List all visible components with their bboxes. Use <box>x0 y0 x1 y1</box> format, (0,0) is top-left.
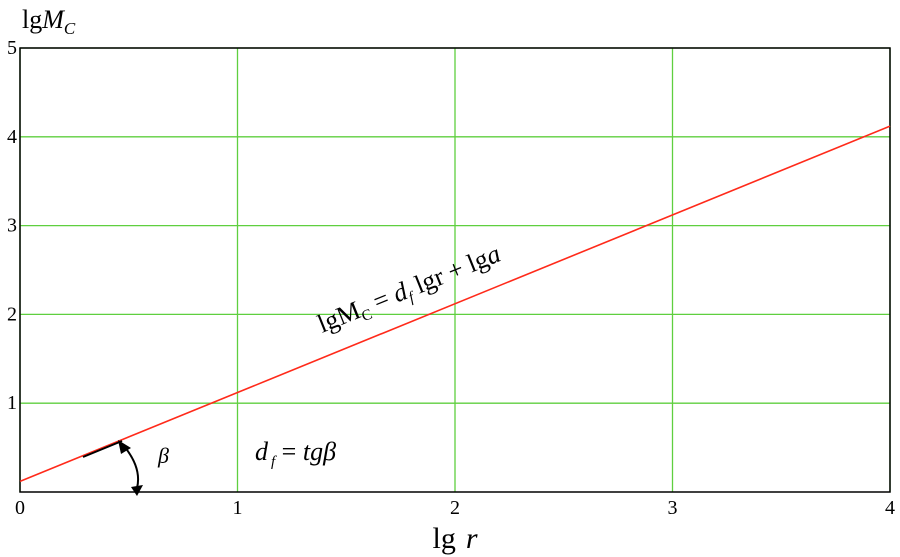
y-tick-label: 1 <box>7 392 17 414</box>
data-line <box>19 125 891 483</box>
angle-label: β <box>157 443 169 468</box>
equation-annotation: lgMC = df lgr + lga <box>313 239 505 342</box>
x-tick-label: 4 <box>885 497 895 519</box>
x-tick-label: 0 <box>15 497 25 519</box>
x-tick-label: 2 <box>450 497 460 519</box>
y-tick-label: 5 <box>7 37 17 59</box>
arrow-head <box>118 440 131 454</box>
plot-area: 0 1 2 3 4 1 2 3 4 5 <box>7 37 895 519</box>
arrow-head <box>131 485 143 496</box>
angle-arc <box>123 445 140 489</box>
y-tick-label: 2 <box>7 303 17 325</box>
y-tick-label: 4 <box>7 126 17 148</box>
x-axis-label: lg r <box>432 522 477 555</box>
plot-frame <box>19 47 891 493</box>
angle-ray <box>82 440 123 458</box>
x-tick-label: 1 <box>233 497 243 519</box>
y-axis-label: lgMC <box>22 5 76 38</box>
y-tick-label: 3 <box>7 215 17 237</box>
x-tick-label: 3 <box>668 497 678 519</box>
